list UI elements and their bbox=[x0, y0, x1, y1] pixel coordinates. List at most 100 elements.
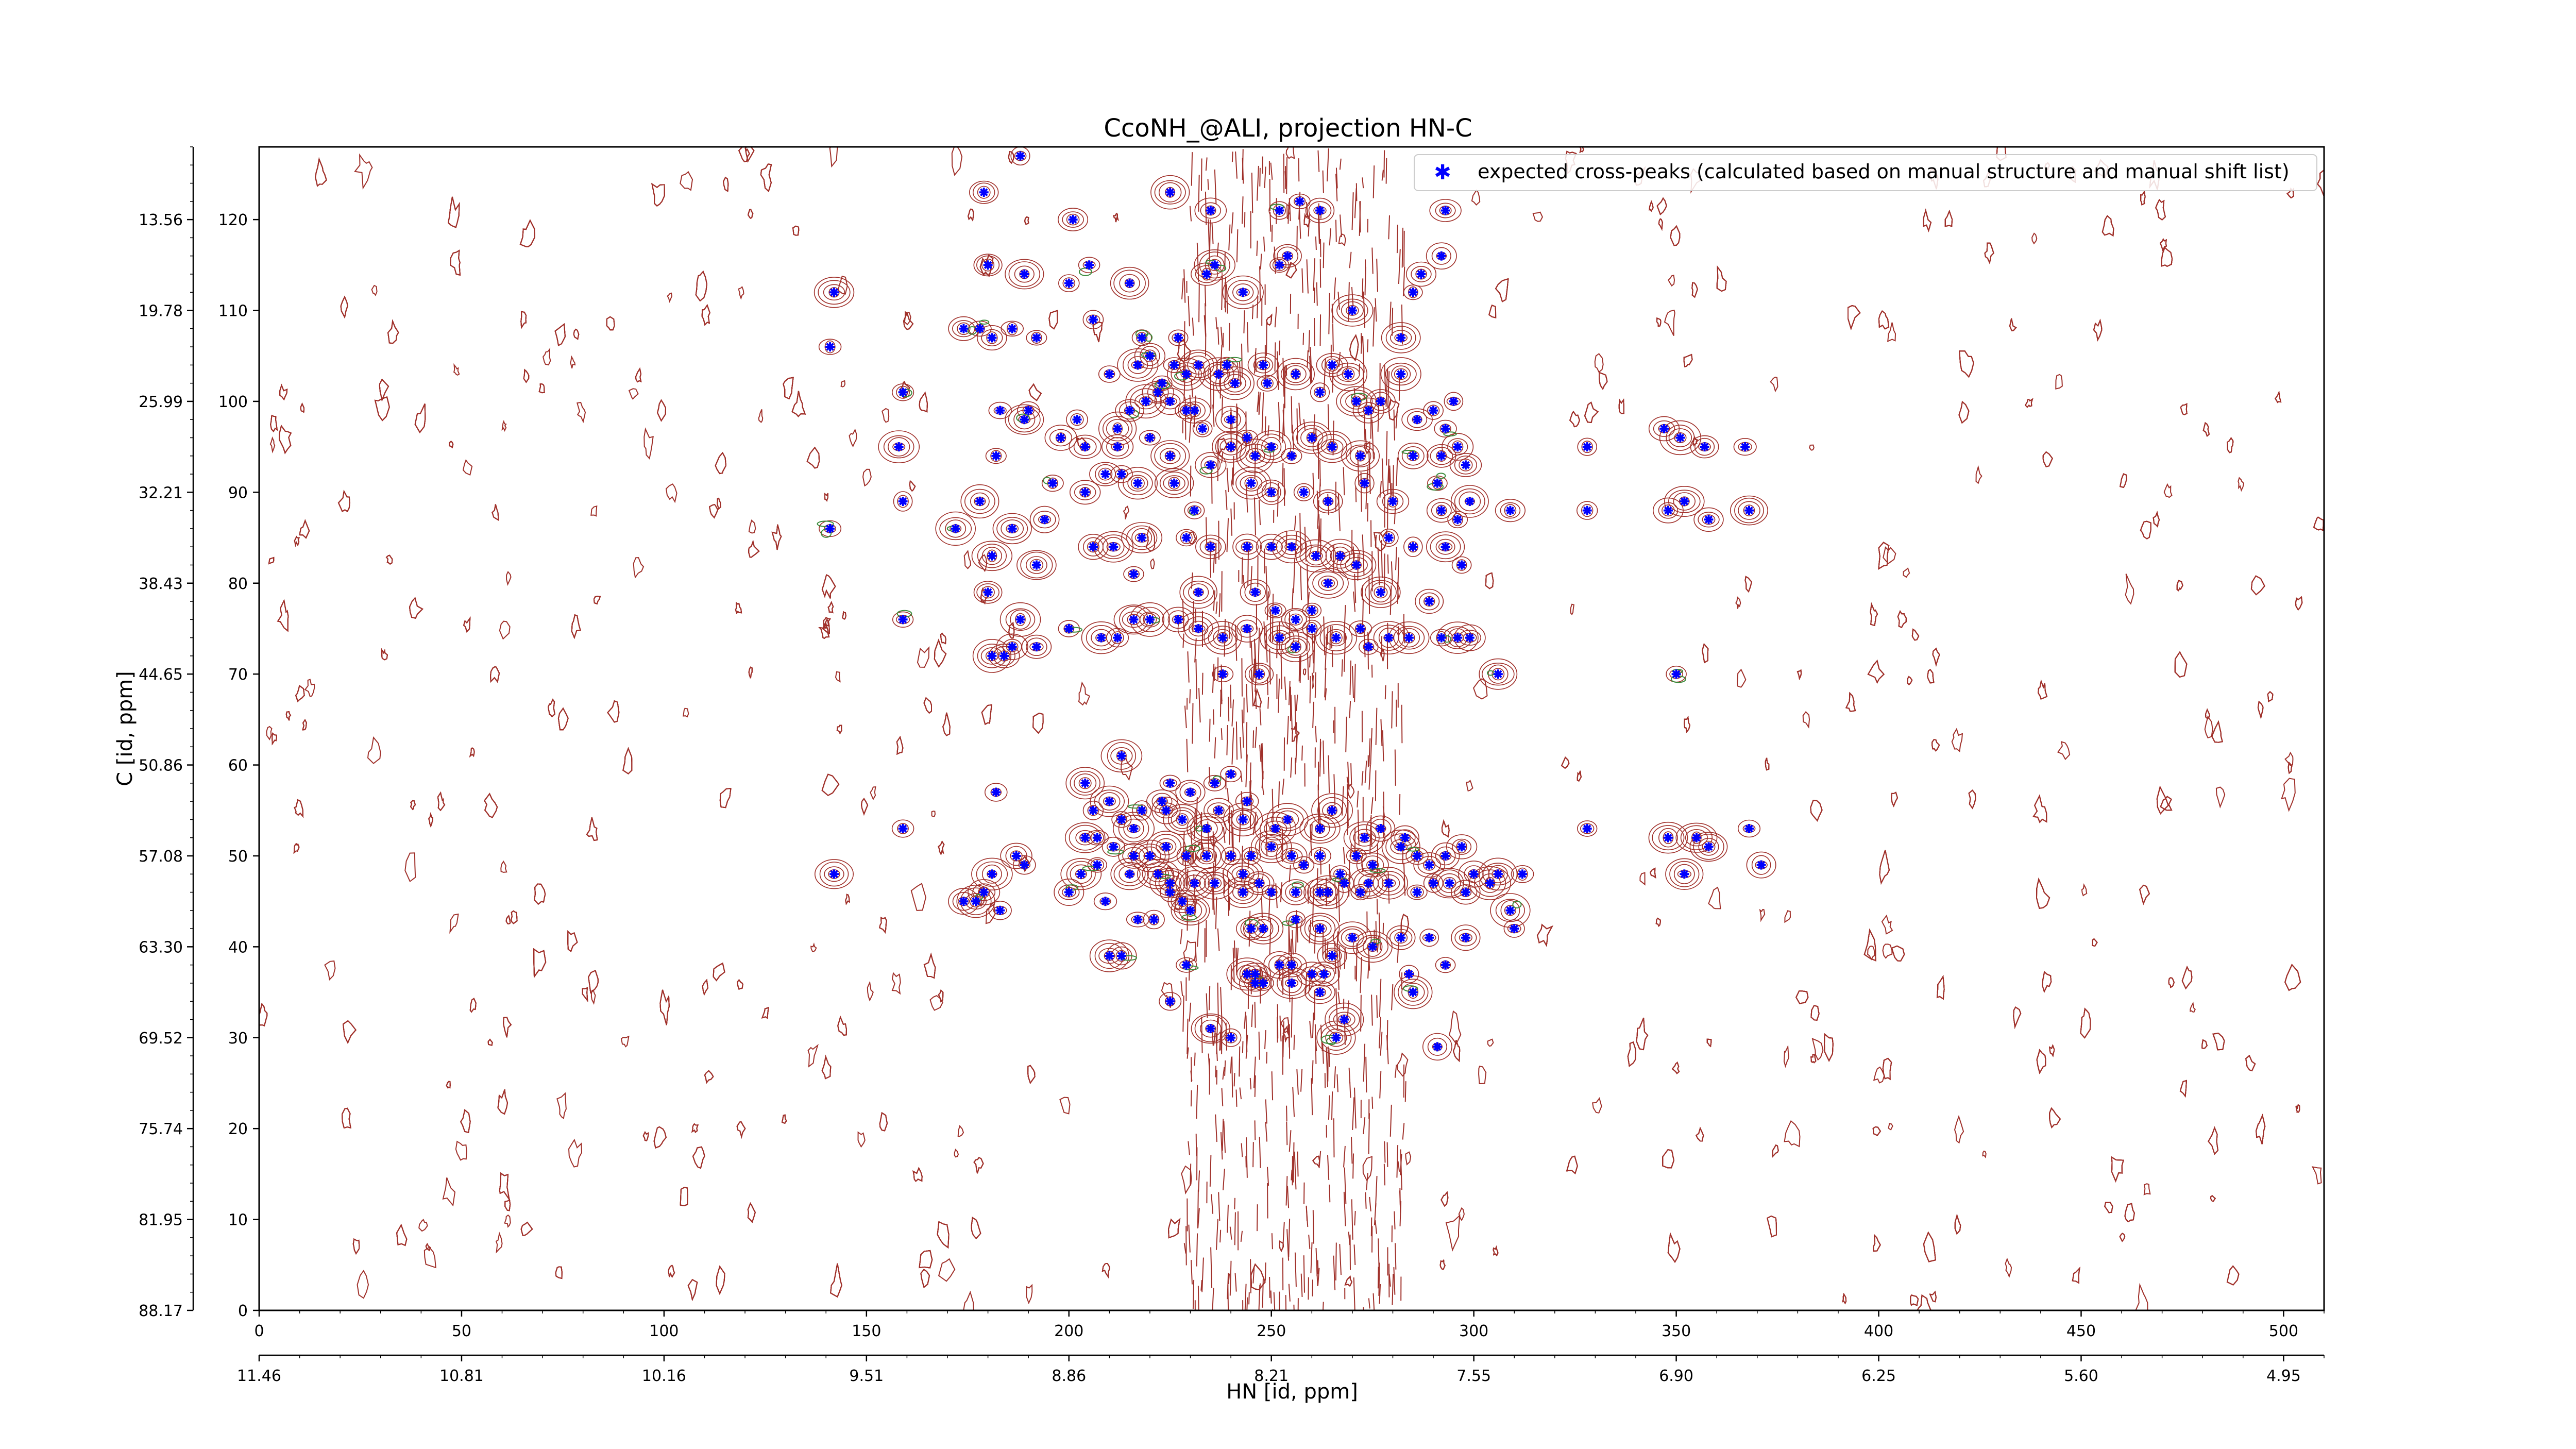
contour-line bbox=[2226, 1265, 2240, 1286]
contour-line bbox=[1087, 541, 1099, 553]
contour-line bbox=[891, 383, 914, 401]
contour-line bbox=[1194, 1015, 1227, 1042]
peak-marker bbox=[987, 333, 997, 343]
peak-marker bbox=[1206, 206, 1215, 215]
contour-line bbox=[1279, 1240, 1284, 1252]
contour-line bbox=[1254, 444, 1256, 479]
peak-marker bbox=[1518, 869, 1527, 879]
contour-line bbox=[1159, 471, 1189, 495]
contour-line bbox=[1266, 319, 1267, 356]
contour-line bbox=[814, 277, 855, 308]
contour-line bbox=[1296, 408, 1298, 444]
contour-line bbox=[1503, 919, 1525, 938]
contour-line bbox=[1143, 613, 1157, 627]
contour-line bbox=[1235, 151, 1238, 179]
contour-line bbox=[1367, 339, 1369, 352]
contour-line bbox=[1691, 282, 1698, 298]
contour-line bbox=[1381, 540, 1383, 578]
contour-line bbox=[824, 493, 828, 502]
contour-line bbox=[1315, 1248, 1318, 1286]
contour-line bbox=[1305, 197, 1335, 224]
x-tick-label: 150 bbox=[852, 1322, 881, 1340]
contour-line bbox=[972, 639, 1011, 673]
peak-marker bbox=[1137, 533, 1147, 543]
peak-marker bbox=[975, 497, 985, 506]
contour-line bbox=[1285, 147, 1295, 160]
peak-marker bbox=[1364, 878, 1374, 888]
contour-line bbox=[1671, 1062, 1680, 1074]
contour-line bbox=[1213, 553, 1215, 573]
contour-line bbox=[1199, 251, 1230, 279]
contour-line bbox=[1318, 576, 1338, 591]
contour-line bbox=[414, 403, 426, 433]
contour-line bbox=[1273, 1292, 1276, 1310]
contour-line bbox=[1222, 275, 1264, 309]
contour-line bbox=[1180, 981, 1183, 997]
contour-line bbox=[1698, 512, 1720, 528]
contour-line bbox=[1427, 405, 1440, 416]
contour-line bbox=[1159, 182, 1182, 203]
contour-line bbox=[1090, 858, 1105, 871]
contour-line bbox=[1222, 1119, 1224, 1151]
contour-line bbox=[1389, 1104, 1392, 1137]
contour-line bbox=[1400, 1149, 1402, 1190]
contour-line bbox=[1404, 1081, 1406, 1102]
contour-line bbox=[455, 1140, 467, 1161]
peak-marker bbox=[1663, 506, 1673, 515]
contour-line bbox=[1119, 401, 1141, 420]
contour-line bbox=[315, 157, 327, 187]
y-ppm-tick-label: 19.78 bbox=[139, 302, 183, 321]
contour-line bbox=[1364, 429, 1367, 449]
peak-marker bbox=[1226, 769, 1236, 779]
peak-marker bbox=[1165, 878, 1175, 888]
contour-line bbox=[1975, 465, 1982, 484]
contour-line bbox=[1140, 346, 1160, 366]
contour-line bbox=[1346, 784, 1349, 796]
contour-line bbox=[1244, 923, 1258, 934]
contour-line bbox=[1402, 1123, 1405, 1140]
peak-marker bbox=[1315, 206, 1325, 215]
peak-marker bbox=[1255, 878, 1264, 888]
contour-line bbox=[867, 981, 874, 1002]
peak-marker bbox=[1440, 542, 1450, 552]
contour-line bbox=[1372, 307, 1375, 347]
contour-line bbox=[1454, 488, 1485, 515]
contour-line bbox=[2210, 1195, 2216, 1202]
contour-line bbox=[1734, 497, 1764, 524]
contour-line bbox=[2295, 596, 2303, 611]
peak-marker bbox=[1185, 787, 1195, 797]
contour-line bbox=[1362, 1156, 1372, 1182]
contour-line bbox=[1205, 205, 1216, 216]
peak-marker bbox=[1388, 497, 1398, 506]
y-ppm-tick-label: 57.08 bbox=[139, 848, 183, 866]
contour-line bbox=[2009, 318, 2017, 332]
peak-marker bbox=[1031, 333, 1041, 343]
contour-line bbox=[1379, 1017, 1381, 1049]
contour-line bbox=[1372, 165, 1375, 198]
contour-line bbox=[969, 180, 999, 204]
contour-line bbox=[2038, 679, 2048, 700]
contour-line-negative bbox=[979, 319, 990, 325]
contour-line bbox=[1273, 632, 1286, 643]
peak-marker bbox=[1157, 378, 1167, 388]
contour-line bbox=[891, 819, 914, 838]
peak-marker bbox=[1161, 805, 1171, 815]
contour-line bbox=[1126, 525, 1158, 550]
x-tick-label: 50 bbox=[452, 1322, 471, 1340]
contour-line bbox=[1150, 558, 1155, 569]
contour-line bbox=[1231, 467, 1233, 485]
contour-line bbox=[1636, 1017, 1649, 1051]
peak-marker bbox=[1287, 451, 1296, 461]
contour-line bbox=[1577, 820, 1598, 837]
contour-line bbox=[1196, 243, 1199, 282]
contour-line bbox=[1175, 780, 1206, 805]
contour-line bbox=[1405, 1151, 1412, 1166]
peak-marker bbox=[1319, 969, 1329, 979]
contour-line bbox=[1351, 395, 1362, 408]
contour-line bbox=[505, 915, 511, 924]
y-tick-label: 90 bbox=[228, 484, 248, 502]
y-ppm-tick-label: 13.56 bbox=[139, 211, 183, 229]
contour-line bbox=[2159, 238, 2167, 252]
contour-line bbox=[1379, 528, 1399, 547]
contour-line bbox=[1207, 802, 1230, 819]
